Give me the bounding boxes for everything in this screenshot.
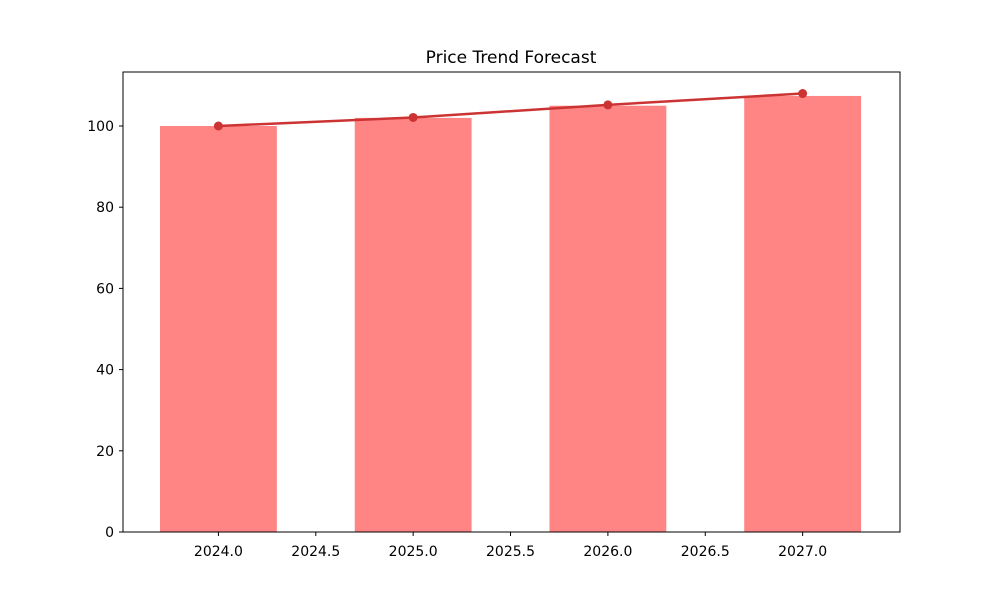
x-tick-label-2025.0: 2025.0 bbox=[389, 544, 438, 560]
y-tick-label-0: 0 bbox=[105, 525, 114, 541]
price-bar-2024 bbox=[160, 125, 277, 533]
trend-point-2026 bbox=[603, 100, 613, 110]
x-tick-label-2024.0: 2024.0 bbox=[194, 544, 243, 560]
price-bar-2026 bbox=[549, 105, 667, 532]
y-tick-label-40: 40 bbox=[96, 363, 114, 379]
x-tick-label-2025.5: 2025.5 bbox=[486, 544, 535, 560]
y-tick-label-80: 80 bbox=[96, 200, 114, 216]
plot-area: 2024.0 2024.5 2025.0 2025.5 2026.0 2026.5 2027… bbox=[87, 71, 901, 560]
trend-point-2025 bbox=[408, 112, 418, 122]
y-tick-label-100: 100 bbox=[87, 119, 114, 135]
x-tick-label-2026.0: 2026.0 bbox=[583, 544, 632, 560]
trend-line bbox=[217, 92, 804, 128]
chart-title: Price Trend Forecast bbox=[426, 48, 597, 68]
x-tick-label-2026.5: 2026.5 bbox=[681, 544, 730, 560]
x-tick-label-2027.0: 2027.0 bbox=[778, 544, 827, 560]
trend-point-2027 bbox=[798, 89, 808, 99]
x-tick-label-2024.5: 2024.5 bbox=[291, 544, 340, 560]
price-bar-2025 bbox=[354, 117, 472, 532]
y-tick-label-60: 60 bbox=[96, 281, 114, 297]
axes-spines bbox=[122, 71, 901, 533]
trend-point-2024 bbox=[213, 121, 223, 131]
y-tick-label-20: 20 bbox=[96, 444, 114, 460]
price-bar-2027 bbox=[744, 95, 862, 532]
